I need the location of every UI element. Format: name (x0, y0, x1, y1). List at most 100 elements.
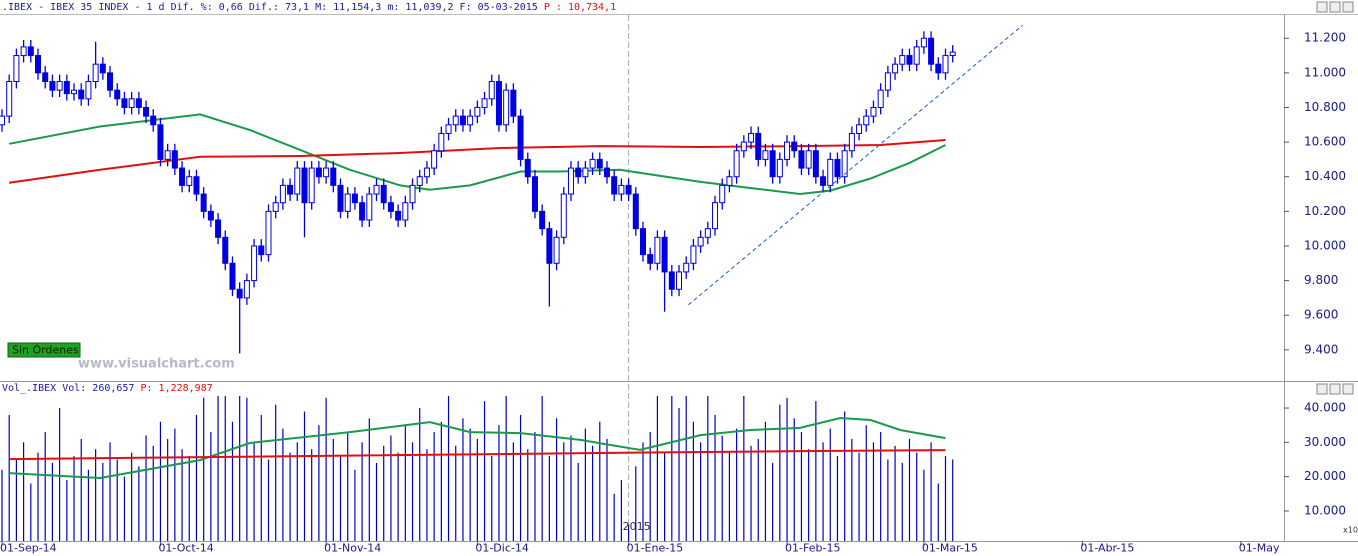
candle-body (517, 115, 524, 160)
candle-body (387, 202, 394, 212)
candle-body (812, 150, 819, 178)
candle-body (35, 55, 42, 74)
candle-body (135, 98, 142, 108)
candle-body (215, 219, 222, 238)
candle-body (503, 89, 510, 126)
candle-body (676, 271, 683, 290)
candle-body (935, 63, 942, 74)
candle-body (791, 141, 798, 152)
candle-body (668, 271, 675, 290)
candle-body (308, 167, 315, 204)
candle-body (121, 98, 128, 108)
candle-body (171, 150, 178, 169)
trendline (688, 24, 1023, 306)
candle-body (892, 63, 899, 74)
x-tick-label: 01-Mar-15 (922, 542, 978, 555)
candle-body (661, 236, 668, 273)
candle-body (13, 55, 20, 83)
candle-body (301, 167, 308, 204)
candle-body (798, 150, 805, 169)
candle-body (567, 167, 574, 195)
candle-body (359, 202, 366, 221)
candle-body (395, 210, 402, 221)
button-close[interactable] (1342, 383, 1354, 395)
candle-body (193, 176, 200, 195)
candle-body (92, 63, 99, 83)
candle-body (315, 167, 322, 178)
candle-body (942, 55, 949, 74)
candle-body (409, 184, 416, 204)
candle-body (63, 81, 70, 95)
year-label: 2015 (623, 520, 651, 533)
candle-body (438, 132, 445, 152)
candle-body (913, 46, 920, 65)
y-tick-label: 9.800 (1304, 273, 1338, 287)
candle-body (423, 167, 430, 178)
candle-body (431, 150, 438, 169)
candle-body (625, 184, 632, 195)
candle-body (899, 55, 906, 65)
button-minimize[interactable] (1316, 383, 1328, 395)
button-close[interactable] (1342, 1, 1354, 13)
candle-body (712, 202, 719, 230)
candle-body (200, 193, 207, 212)
button-maximize[interactable] (1329, 1, 1341, 13)
candle-body (654, 236, 661, 264)
candle-body (827, 158, 834, 186)
candle-body (27, 46, 34, 57)
candle-body (459, 115, 466, 126)
candle-body (373, 184, 380, 195)
candle-body (632, 193, 639, 230)
plot: 01-Sep-14 01-Oct-14 01-Nov-14 01-Dic-14 01-E… (0, 15, 1346, 555)
candle-body (697, 236, 704, 247)
candle-body (524, 158, 531, 178)
candle-body (330, 167, 337, 186)
watermark: www.visualchart.com (78, 357, 235, 372)
candle-body (107, 72, 114, 91)
candle-body (820, 176, 827, 186)
moving-average (9, 416, 946, 480)
candle-body (755, 132, 762, 160)
y-tick-label: 10.000 (1304, 238, 1346, 252)
candle-body (877, 89, 884, 108)
candle-body (510, 89, 517, 117)
y-tick-label: 11.200 (1304, 31, 1346, 45)
candle-body (863, 115, 870, 126)
candle-body (6, 81, 13, 117)
y-tick-label: 40.000 (1304, 401, 1346, 415)
candle-body (207, 210, 214, 221)
candle-body (582, 167, 589, 178)
y-tick-label: 10.600 (1304, 135, 1346, 149)
candle-body (481, 98, 488, 108)
candle-body (0, 115, 5, 126)
x-tick-label: 01-Feb-15 (785, 542, 840, 555)
candle-body (740, 141, 747, 152)
candle-body (848, 132, 855, 152)
status-box[interactable] (7, 342, 81, 358)
candle-body (495, 81, 502, 126)
candle-body (647, 254, 654, 264)
y-tick-label: 10.800 (1304, 100, 1346, 114)
candle-body (164, 150, 171, 160)
candle-body (402, 202, 409, 221)
candle-body (488, 81, 495, 100)
x-tick-label: 01-May (1239, 542, 1280, 555)
header-text: .IBEX - IBEX 35 INDEX - 1 d Dif. %: 0,66… (2, 2, 616, 13)
candle-body (546, 228, 553, 264)
candle-body (366, 193, 373, 221)
candle-body (20, 46, 27, 57)
y-tick-label: 30.000 (1304, 435, 1346, 449)
candle-body (258, 245, 265, 256)
y-tick-label: 9.600 (1304, 308, 1338, 322)
candle-body (748, 132, 755, 143)
candle-body (229, 262, 236, 290)
candle-body (928, 37, 935, 65)
volume-info: Vol_.IBEX Vol: 260,657 (2, 383, 134, 394)
candle-body (719, 184, 726, 204)
button-maximize[interactable] (1329, 383, 1341, 395)
status-text: Sin Órdenes (12, 344, 79, 357)
candle-body (575, 167, 582, 178)
candle-body (596, 158, 603, 169)
button-minimize[interactable] (1316, 1, 1328, 13)
